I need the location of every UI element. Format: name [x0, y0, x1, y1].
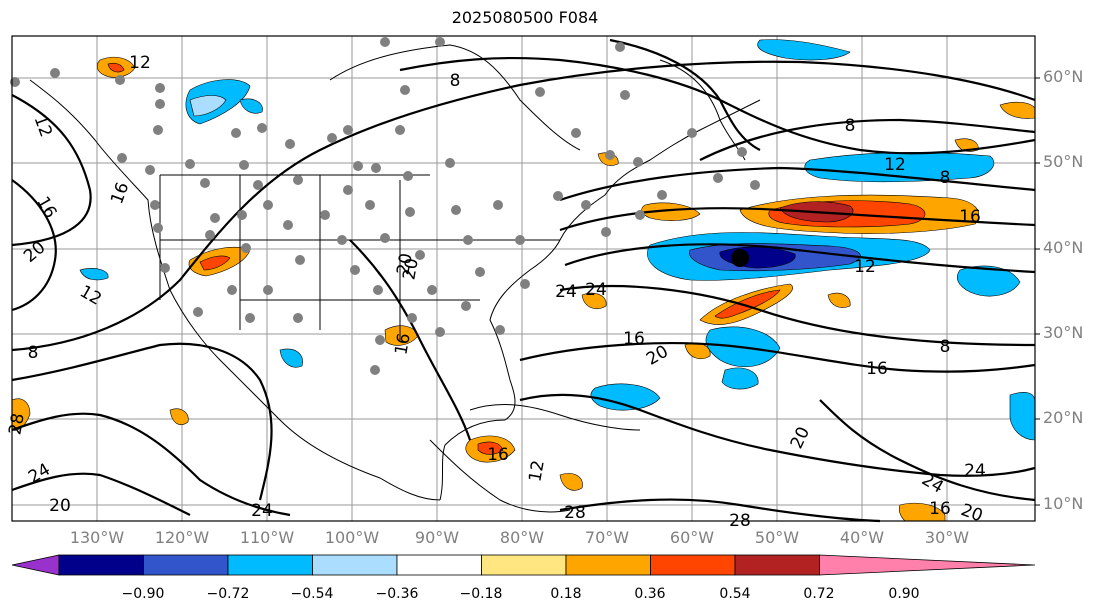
- contour-label: 24: [555, 282, 577, 302]
- lon-label: 110°W: [239, 528, 295, 547]
- contour-label: 20: [399, 257, 422, 282]
- contour-label: 28: [5, 412, 28, 437]
- colorbar-tick-label: 0.90: [888, 586, 920, 602]
- storm-center-marker: [731, 249, 749, 267]
- contour-label: 12: [525, 459, 548, 484]
- colorbar-tick-label: −0.72: [206, 586, 250, 602]
- coastlines-and-borders: [29, 44, 761, 513]
- contour-label: 8: [940, 337, 951, 357]
- lon-label: 70°W: [584, 528, 630, 547]
- map-frame: [11, 35, 1036, 522]
- contour-label: 16: [623, 329, 645, 349]
- contour-label: 12: [854, 257, 876, 277]
- contour-label: 8: [940, 168, 951, 188]
- contour-label: 8: [845, 116, 856, 136]
- colorbar-tick-label: 0.54: [719, 586, 751, 602]
- contour-label: 16: [929, 499, 951, 519]
- colorbar-tick-label: 0.18: [550, 586, 582, 602]
- contour-label: 12: [129, 53, 151, 73]
- colorbar-segment: [312, 554, 398, 576]
- latitude-ticks: [1035, 77, 1040, 506]
- lat-label: 60°N: [1043, 67, 1084, 86]
- contour-label: 12: [884, 155, 906, 175]
- lon-label: 50°W: [754, 528, 800, 547]
- colorbar-tick-label: −0.54: [290, 586, 334, 602]
- colorbar-extend-right: [819, 554, 1036, 576]
- lon-label: 80°W: [499, 528, 545, 547]
- colorbar-segment: [565, 554, 651, 576]
- lat-label: 30°N: [1043, 323, 1084, 342]
- lat-label: 20°N: [1043, 408, 1084, 427]
- colorbar-tick-label: −0.90: [121, 586, 165, 602]
- lon-label: 100°W: [324, 528, 380, 547]
- colorbar-segment: [650, 554, 736, 576]
- lon-label: 90°W: [414, 528, 460, 547]
- contour-label: 16: [866, 359, 888, 379]
- contour-label: 28: [564, 503, 586, 523]
- height-contours: [11, 38, 1036, 523]
- lat-label: 50°N: [1043, 152, 1084, 171]
- contour-label: 16: [959, 207, 981, 227]
- contour-label: 8: [28, 343, 39, 363]
- contour-label: 16: [487, 445, 509, 465]
- colorbar-segment: [143, 554, 229, 576]
- contour-label: 20: [393, 252, 416, 277]
- colorbar-tick-label: 0.36: [634, 586, 666, 602]
- contour-label: 20: [49, 496, 71, 516]
- colorbar-tick-label: −0.36: [375, 586, 419, 602]
- colorbar-segment: [396, 554, 482, 576]
- lon-label: 120°W: [154, 528, 210, 547]
- contour-label: 8: [450, 71, 461, 91]
- lon-label: 40°W: [839, 528, 885, 547]
- lat-label: 40°N: [1043, 238, 1084, 257]
- colorbar-segment: [734, 554, 820, 576]
- lon-label: 30°W: [924, 528, 970, 547]
- contour-label: 24: [585, 280, 607, 300]
- colorbar-tick-label: −0.18: [459, 586, 503, 602]
- map-title: 2025080500 F084: [451, 8, 599, 27]
- lon-label: 130°W: [69, 528, 125, 547]
- contour-label: 16: [391, 332, 414, 357]
- contour-label: 24: [251, 501, 273, 521]
- station-dots: [10, 37, 760, 375]
- colorbar: [11, 554, 1036, 576]
- contour-labels: 12 8 12 16 20 12 8 16 20 24 16 20 8 16 1…: [5, 53, 985, 531]
- contour-label: 24: [964, 461, 986, 481]
- lat-label: 10°N: [1043, 494, 1084, 513]
- colorbar-segment: [481, 554, 567, 576]
- colorbar-segment: [58, 554, 144, 576]
- colorbar-segment: [227, 554, 313, 576]
- colorbar-extend-left: [11, 554, 60, 576]
- lon-label: 60°W: [669, 528, 715, 547]
- colorbar-tick-label: 0.72: [803, 586, 835, 602]
